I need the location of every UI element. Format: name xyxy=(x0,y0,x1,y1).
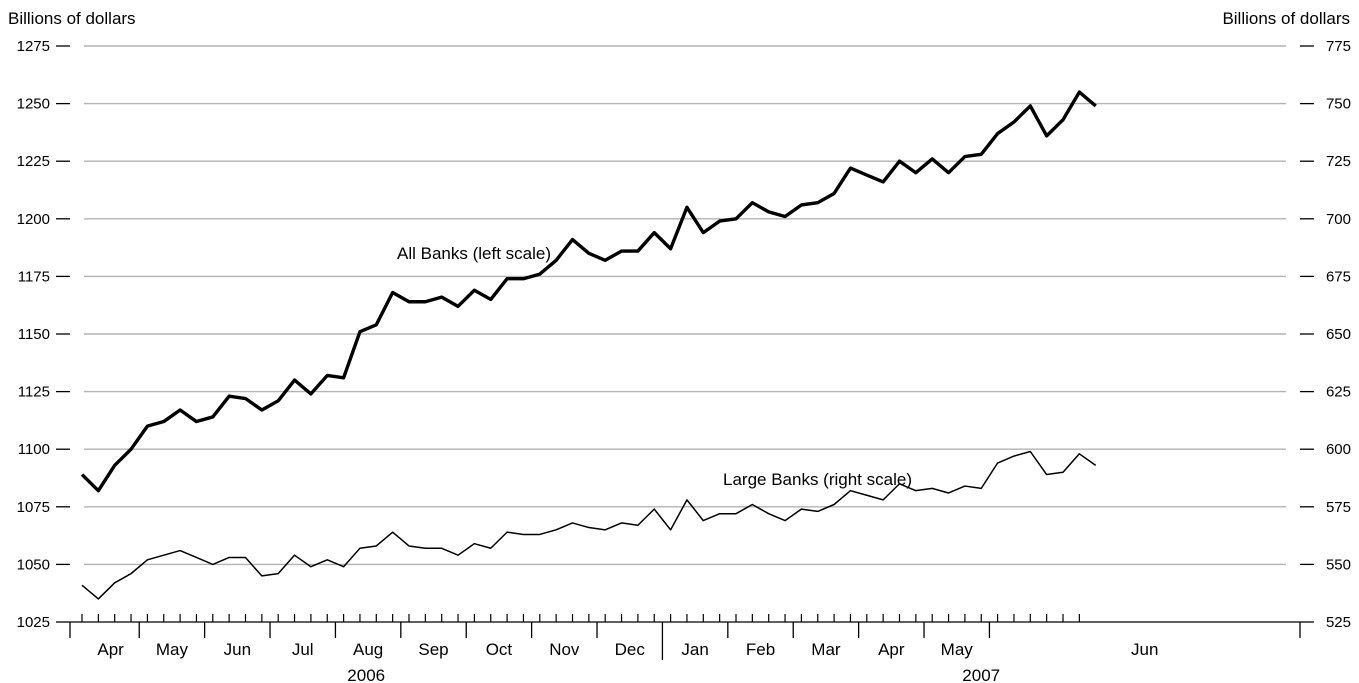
left-tick-label: 1100 xyxy=(18,441,50,458)
month-label: May xyxy=(156,640,189,659)
year-label: 2007 xyxy=(962,666,1000,683)
series-label-large-banks: Large Banks (right scale) xyxy=(723,470,912,489)
right-tick-label: 575 xyxy=(1326,499,1351,516)
right-tick-label: 600 xyxy=(1326,441,1351,458)
month-label: Dec xyxy=(615,640,646,659)
series-line-all-banks xyxy=(80,90,1097,493)
month-label: Oct xyxy=(486,640,513,659)
month-label: Apr xyxy=(878,640,905,659)
series-label-all-banks: All Banks (left scale) xyxy=(397,244,551,263)
month-label: Jun xyxy=(1131,640,1158,659)
left-tick-label: 1150 xyxy=(18,326,50,343)
right-tick-label: 650 xyxy=(1326,326,1351,343)
month-label: Mar xyxy=(811,640,841,659)
month-label: Apr xyxy=(97,640,124,659)
left-tick-label: 1200 xyxy=(17,211,50,228)
month-label: Jun xyxy=(224,640,251,659)
left-tick-label: 1075 xyxy=(17,499,50,516)
right-tick-label: 625 xyxy=(1326,384,1351,401)
month-label: Jan xyxy=(681,640,708,659)
left-tick-label: 1050 xyxy=(17,556,50,573)
month-label: Feb xyxy=(746,640,775,659)
left-tick-label: 1125 xyxy=(18,384,50,401)
series-lines xyxy=(80,90,1097,600)
right-tick-label: 775 xyxy=(1326,38,1351,55)
year-label: 2006 xyxy=(347,666,385,683)
month-label: May xyxy=(941,640,974,659)
series-line-large-banks xyxy=(81,450,1097,600)
month-label: Aug xyxy=(353,640,383,659)
left-tick-label: 1250 xyxy=(17,96,50,113)
left-tick-label: 1175 xyxy=(18,268,50,285)
month-label: Sep xyxy=(418,640,448,659)
x-axis: Apr May Jun Jul Aug Sep Oct Nov Dec Jan Feb Mar Apr M… xyxy=(69,614,1301,683)
left-tick-label: 1225 xyxy=(17,153,50,170)
left-axis: 1025 1050 1075 1100 1125 1150 1175 1200 1225 1250… xyxy=(17,38,70,631)
right-tick-label: 750 xyxy=(1326,96,1351,113)
right-tick-label: 550 xyxy=(1326,556,1351,573)
right-tick-label: 725 xyxy=(1326,153,1351,170)
month-label: Jul xyxy=(292,640,314,659)
month-label: Nov xyxy=(549,640,580,659)
grid-lines xyxy=(84,45,1286,566)
right-axis: 525 550 575 600 625 650 675 700 725 750 775 xyxy=(1300,38,1351,631)
right-tick-label: 525 xyxy=(1326,614,1351,631)
left-axis-title: Billions of dollars xyxy=(8,9,136,28)
left-tick-label: 1275 xyxy=(17,38,50,55)
right-tick-label: 675 xyxy=(1326,268,1351,285)
left-tick-label: 1025 xyxy=(17,614,50,631)
right-tick-label: 700 xyxy=(1326,211,1351,228)
right-axis-title: Billions of dollars xyxy=(1222,9,1350,28)
